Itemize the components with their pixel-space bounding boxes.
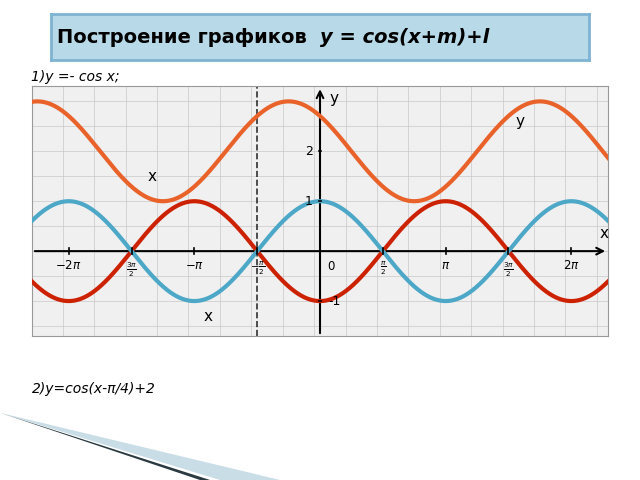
Text: $-\pi$: $-\pi$: [185, 259, 204, 272]
Text: $\pi$: $\pi$: [441, 259, 451, 272]
Text: $\frac{3\pi}{2}$: $\frac{3\pi}{2}$: [126, 260, 137, 278]
Text: $\frac{\pi}{2}$: $\frac{\pi}{2}$: [380, 260, 386, 277]
Polygon shape: [0, 413, 280, 480]
Text: $\frac{3\pi}{2}$: $\frac{3\pi}{2}$: [503, 260, 514, 278]
Text: 1)y =- cos x;: 1)y =- cos x;: [31, 70, 120, 84]
Text: Построение графиков: Построение графиков: [56, 28, 320, 47]
Text: 0: 0: [327, 260, 335, 273]
Text: -1: -1: [328, 295, 340, 308]
Text: 1: 1: [305, 195, 313, 208]
Text: y: y: [515, 114, 525, 129]
Text: $-2\pi$: $-2\pi$: [56, 259, 82, 272]
Text: y: y: [330, 91, 339, 107]
Text: x: x: [600, 226, 609, 241]
Text: y = cos(x+m)+l: y = cos(x+m)+l: [320, 28, 489, 47]
Text: 2)y=cos(x-π/4)+2: 2)y=cos(x-π/4)+2: [32, 382, 156, 396]
Text: $-\frac{\pi}{2}$: $-\frac{\pi}{2}$: [250, 260, 265, 277]
Text: x: x: [147, 169, 157, 184]
Text: 2: 2: [305, 145, 313, 158]
Polygon shape: [0, 413, 210, 480]
Text: $2\pi$: $2\pi$: [563, 259, 580, 272]
Text: x: x: [204, 309, 212, 324]
